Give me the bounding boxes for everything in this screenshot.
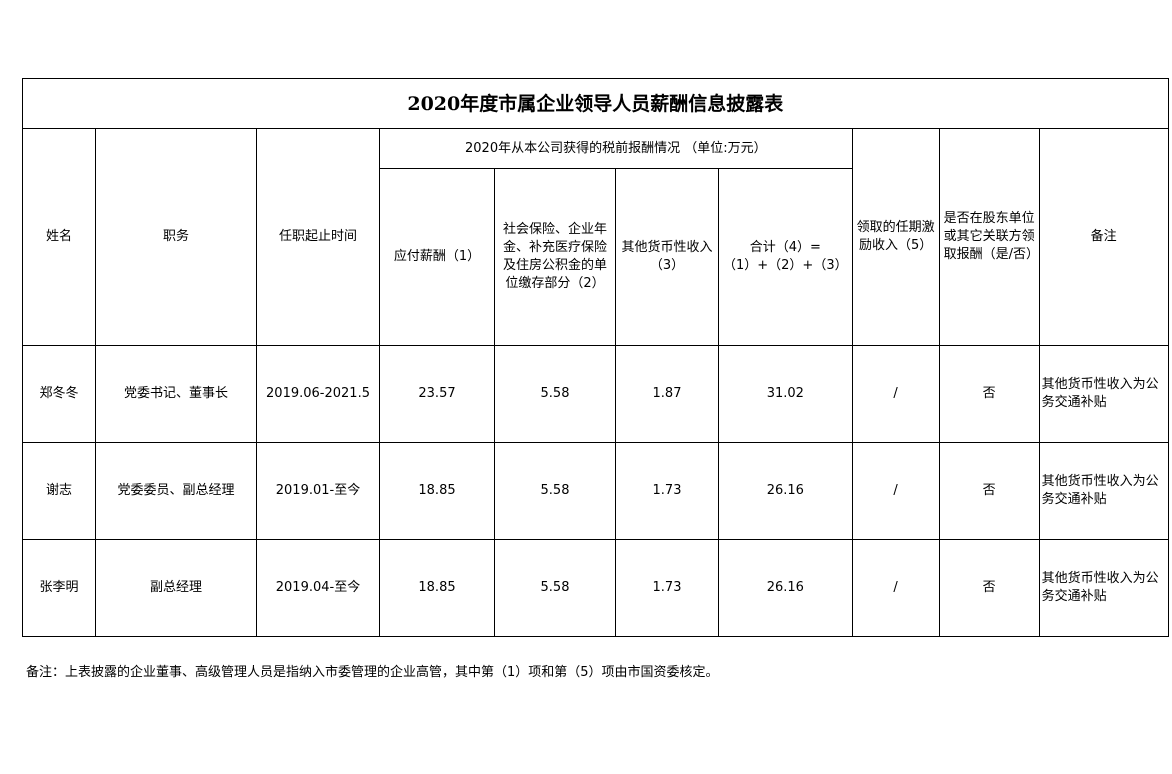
cell-term: 2019.01-至今 [256,442,380,540]
cell-total: 31.02 [718,345,853,443]
cell-position: 副总经理 [95,539,257,637]
cell-term: 2019.04-至今 [256,539,380,637]
cell-shareholder: 否 [938,442,1040,540]
header-insurance: 社会保险、企业年金、补充医疗保险及住房公积金的单位缴存部分（2） [494,168,616,346]
table-row: 谢志 党委委员、副总经理 2019.01-至今 18.85 5.58 1.73 … [22,442,1169,540]
table-title: 2020年度市属企业领导人员薪酬信息披露表 [22,78,1169,129]
header-position: 职务 [95,128,257,346]
cell-salary: 18.85 [379,539,495,637]
header-remark: 备注 [1038,128,1169,346]
footnote: 备注：上表披露的企业董事、高级管理人员是指纳入市委管理的企业高管，其中第（1）项… [26,665,719,680]
cell-salary: 18.85 [379,442,495,540]
cell-total: 26.16 [718,539,853,637]
cell-remark: 其他货币性收入为公务交通补贴 [1038,442,1169,540]
cell-name: 张李明 [22,539,96,637]
header-other: 其他货币性收入（3） [615,168,719,346]
header-group: 2020年从本公司获得的税前报酬情况 （单位:万元） [379,128,853,169]
cell-shareholder: 否 [938,345,1040,443]
cell-shareholder: 否 [938,539,1040,637]
cell-name: 谢志 [22,442,96,540]
cell-insurance: 5.58 [494,539,616,637]
salary-disclosure-table: 2020年度市属企业领导人员薪酬信息披露表 姓名 职务 任职起止时间 2020年… [22,78,1169,637]
cell-total: 26.16 [718,442,853,540]
cell-salary: 23.57 [379,345,495,443]
header-total: 合计（4）=（1）+（2）+（3） [718,168,853,346]
cell-insurance: 5.58 [494,442,616,540]
cell-other: 1.87 [615,345,719,443]
cell-incentive: / [851,442,940,540]
cell-term: 2019.06-2021.5 [256,345,380,443]
cell-incentive: / [851,345,940,443]
cell-name: 郑冬冬 [22,345,96,443]
cell-insurance: 5.58 [494,345,616,443]
header-term: 任职起止时间 [256,128,380,346]
cell-incentive: / [851,539,940,637]
header-salary: 应付薪酬（1） [379,168,495,346]
cell-position: 党委书记、董事长 [95,345,257,443]
table-row: 郑冬冬 党委书记、董事长 2019.06-2021.5 23.57 5.58 1… [22,345,1169,443]
table-row: 张李明 副总经理 2019.04-至今 18.85 5.58 1.73 26.1… [22,539,1169,637]
cell-other: 1.73 [615,539,719,637]
header-name: 姓名 [22,128,96,346]
cell-position: 党委委员、副总经理 [95,442,257,540]
header-shareholder: 是否在股东单位或其它关联方领取报酬（是/否） [938,128,1040,346]
cell-other: 1.73 [615,442,719,540]
header-incentive: 领取的任期激励收入（5） [851,128,940,346]
cell-remark: 其他货币性收入为公务交通补贴 [1038,539,1169,637]
cell-remark: 其他货币性收入为公务交通补贴 [1038,345,1169,443]
